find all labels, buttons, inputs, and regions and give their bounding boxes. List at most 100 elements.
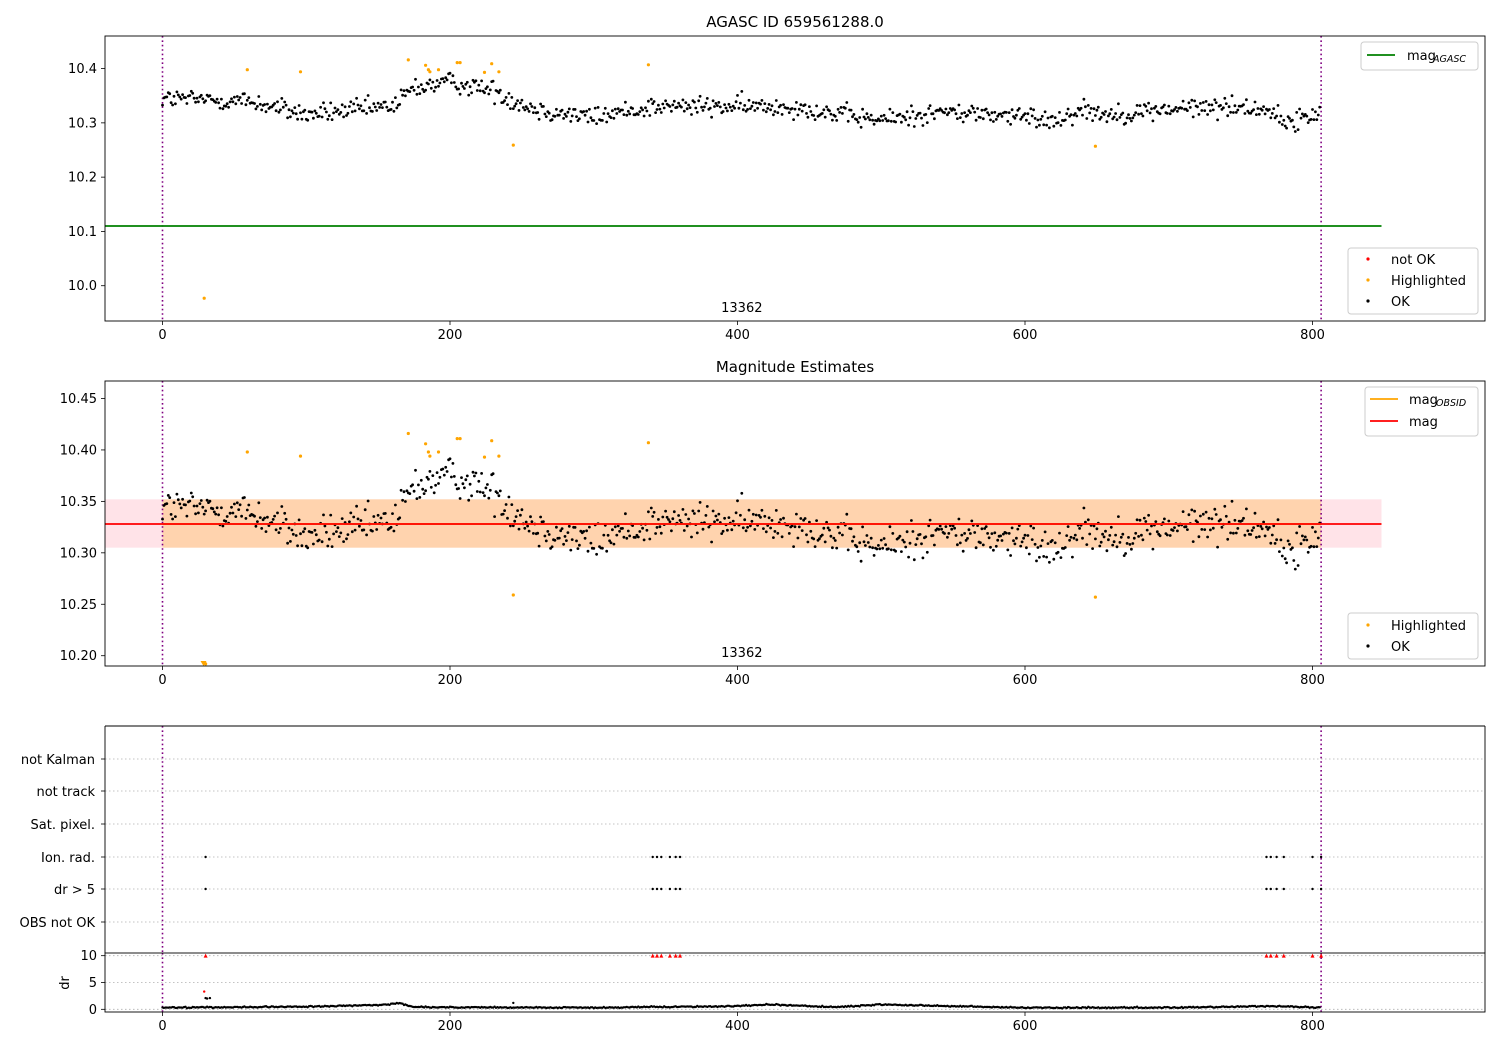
ok-point [734, 511, 738, 515]
ok-point [869, 536, 873, 540]
ok-point [402, 89, 406, 92]
ok-point [1115, 118, 1119, 122]
ok-point [1134, 531, 1138, 535]
ok-point [795, 512, 798, 516]
ok-point [326, 544, 330, 548]
ok-point [914, 117, 918, 120]
ok-point [1246, 109, 1250, 113]
ok-point [1032, 526, 1035, 530]
ok-point [391, 512, 394, 515]
y-tick-label: 10.25 [60, 598, 97, 613]
ok-point [1230, 499, 1234, 503]
ok-point [165, 95, 169, 99]
ok-point [964, 539, 968, 542]
ok-point [947, 532, 951, 535]
ok-point [461, 85, 465, 88]
ok-point [358, 524, 361, 528]
ok-point [1155, 530, 1159, 534]
ok-point [861, 525, 864, 529]
ok-point [340, 103, 344, 107]
ok-point [1114, 533, 1117, 537]
dr-flagged-marker [667, 953, 672, 958]
flag-category-label: OBS not OK [20, 916, 96, 931]
ok-point [681, 508, 685, 511]
ok-point [661, 102, 665, 106]
ok-point [963, 532, 966, 535]
ok-point [1030, 538, 1034, 541]
ok-point [1085, 543, 1089, 546]
ok-point [527, 110, 531, 113]
ok-point [644, 106, 647, 110]
ok-point [348, 520, 351, 524]
ok-point [813, 545, 817, 548]
ok-point [424, 88, 427, 92]
ok-point [759, 102, 762, 106]
ok-point [622, 535, 626, 539]
ok-point [585, 529, 588, 533]
ok-point [513, 519, 517, 523]
ok-point [992, 548, 995, 552]
ok-point [1058, 111, 1061, 114]
ok-point [457, 87, 460, 91]
ok-point [1125, 542, 1129, 545]
ok-point [477, 83, 481, 87]
ok-point [166, 494, 170, 497]
ok-point [786, 106, 790, 110]
ok-point [642, 538, 646, 542]
ok-point [1066, 525, 1070, 528]
flag-point [668, 855, 672, 859]
ok-point [593, 106, 597, 110]
ok-point [1234, 111, 1238, 114]
ok-point [588, 107, 591, 111]
ok-point [912, 558, 916, 562]
ok-point [787, 111, 791, 114]
ok-point [325, 110, 328, 114]
ok-point [626, 529, 630, 533]
ok-point [1196, 105, 1199, 109]
y-tick-label: 10.0 [68, 279, 97, 294]
ok-point [927, 524, 931, 528]
ok-point [169, 513, 173, 516]
ok-point [838, 531, 841, 535]
ok-point [996, 114, 1000, 118]
ok-point [747, 98, 751, 102]
ok-point [290, 109, 294, 113]
ok-point [931, 534, 935, 537]
ok-point [1204, 510, 1208, 514]
ok-point [925, 550, 929, 554]
ok-point [477, 479, 481, 483]
ok-point [463, 87, 466, 90]
ok-point [178, 502, 182, 506]
ok-point [586, 549, 590, 553]
ok-point [756, 106, 759, 110]
ok-point [582, 530, 586, 533]
ok-point [225, 102, 229, 106]
ok-point [716, 104, 719, 107]
ok-point [1233, 518, 1237, 522]
ok-point [1216, 118, 1219, 122]
ok-point [441, 77, 445, 80]
ok-point [1211, 526, 1215, 530]
ok-point [701, 109, 705, 112]
ok-point [371, 529, 374, 533]
ok-point [1232, 111, 1235, 114]
ok-point [264, 530, 268, 533]
ok-point [543, 534, 547, 538]
ok-point [346, 111, 350, 115]
ok-point [411, 483, 414, 487]
ok-point [312, 542, 315, 546]
ok-point [764, 110, 768, 114]
ok-point [608, 539, 611, 543]
ok-point [606, 112, 610, 115]
ok-point [797, 525, 801, 529]
ok-point [1009, 554, 1012, 557]
ok-point [1187, 101, 1191, 105]
ok-point [256, 520, 259, 523]
ok-point [1303, 535, 1307, 539]
ok-point [1104, 529, 1107, 533]
ok-point [739, 513, 742, 517]
ok-point [452, 475, 456, 478]
ok-point [427, 477, 430, 481]
ok-point [621, 108, 624, 112]
ok-point [967, 109, 971, 113]
